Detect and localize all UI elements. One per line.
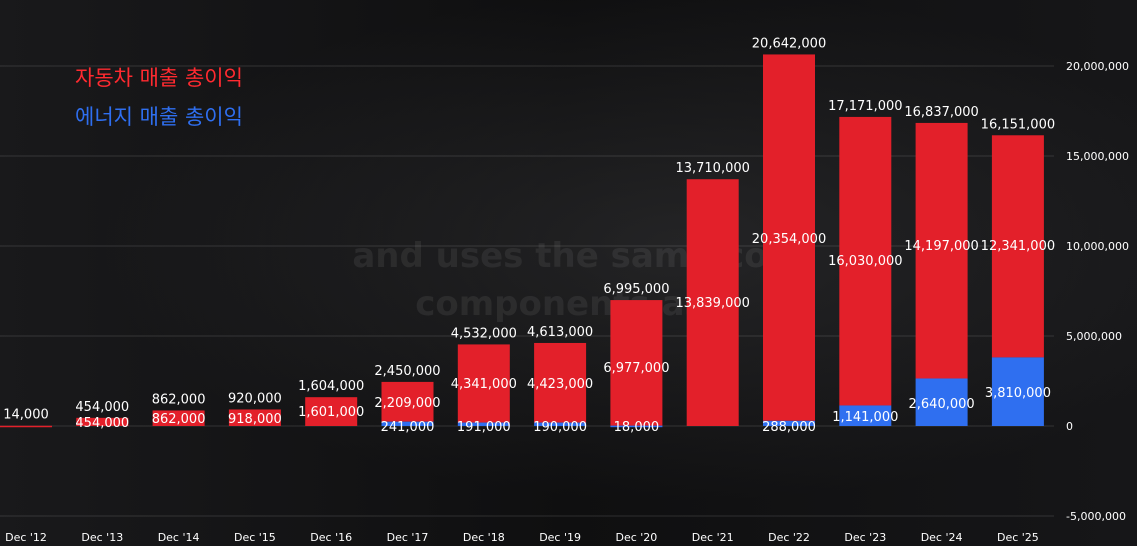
y-axis-tick-labels: -5,000,000 0 5,000,000 10,000,000 15,000,000… bbox=[1066, 60, 1129, 523]
bar-energy bbox=[763, 420, 815, 426]
label-energy: 1,141,000 bbox=[832, 410, 898, 425]
x-tick-label: Dec '15 bbox=[234, 531, 276, 544]
bar-automotive bbox=[76, 417, 129, 426]
total-labels: 14,000 454,000 862,000 920,000 1,604,000 2,45… bbox=[3, 36, 1055, 422]
x-tick-label: Dec '25 bbox=[997, 531, 1039, 544]
label-automotive: 2,209,000 bbox=[374, 396, 440, 411]
label-energy: 18,000 bbox=[614, 420, 660, 435]
x-tick-label: Dec '18 bbox=[463, 531, 505, 544]
label-automotive: 13,839,000 bbox=[675, 296, 749, 311]
label-energy: 190,000 bbox=[533, 420, 587, 435]
label-automotive: 918,000 bbox=[228, 412, 282, 427]
x-tick-label: Dec '21 bbox=[692, 531, 734, 544]
x-tick-label: Dec '14 bbox=[158, 531, 200, 544]
bar-energy bbox=[534, 422, 587, 426]
x-tick-label: Dec '19 bbox=[539, 531, 581, 544]
label-energy: 191,000 bbox=[457, 420, 511, 435]
label-total: 2,450,000 bbox=[374, 364, 440, 379]
label-automotive: 6,977,000 bbox=[603, 361, 669, 376]
bar-automotive bbox=[915, 122, 968, 379]
label-automotive: 1,601,000 bbox=[298, 405, 364, 420]
bar-energy bbox=[915, 378, 968, 426]
bar-automotive bbox=[152, 410, 205, 426]
label-energy: 2,640,000 bbox=[909, 397, 975, 412]
bar-automotive bbox=[534, 342, 587, 423]
label-total: 1,604,000 bbox=[298, 379, 364, 394]
label-total: 6,995,000 bbox=[603, 282, 669, 297]
label-automotive: 14,197,000 bbox=[904, 239, 978, 254]
label-total: 16,151,000 bbox=[981, 117, 1055, 132]
label-total: 17,171,000 bbox=[828, 99, 902, 114]
label-automotive: 4,423,000 bbox=[527, 377, 593, 392]
y-tick-label: 10,000,000 bbox=[1066, 240, 1129, 253]
label-automotive: 12,341,000 bbox=[981, 239, 1055, 254]
y-tick-label: 0 bbox=[1066, 420, 1073, 433]
bar-energy bbox=[610, 425, 663, 428]
label-energy: 3,810,000 bbox=[985, 386, 1051, 401]
bar-automotive bbox=[381, 381, 434, 422]
label-automotive: 862,000 bbox=[152, 412, 206, 427]
label-energy: 288,000 bbox=[762, 420, 816, 435]
y-tick-label: 20,000,000 bbox=[1066, 60, 1129, 73]
bar-automotive bbox=[763, 54, 815, 421]
bar-automotive bbox=[228, 409, 281, 426]
bar-energy bbox=[381, 421, 434, 426]
bar-automotive bbox=[839, 116, 892, 406]
bar-automotive bbox=[686, 179, 739, 426]
label-total: 4,613,000 bbox=[527, 325, 593, 340]
x-axis-tick-labels: Dec '12 Dec '13 Dec '14 Dec '15 Dec '16 Dec '… bbox=[5, 531, 1039, 544]
label-automotive: 4,341,000 bbox=[451, 377, 517, 392]
bar-automotive bbox=[0, 425, 52, 428]
bar-automotive bbox=[305, 397, 358, 426]
label-total: 13,710,000 bbox=[675, 161, 749, 176]
label-total: 16,837,000 bbox=[904, 105, 978, 120]
x-tick-label: Dec '17 bbox=[387, 531, 429, 544]
bar-automotive bbox=[991, 135, 1044, 358]
label-automotive: 20,354,000 bbox=[752, 232, 826, 247]
legend-automotive: 자동차 매출 총이익 bbox=[75, 66, 243, 90]
bar-energy bbox=[457, 422, 510, 426]
label-automotive: 16,030,000 bbox=[828, 254, 902, 269]
label-total: 862,000 bbox=[152, 392, 206, 407]
bar-automotive bbox=[610, 300, 663, 426]
label-total: 20,642,000 bbox=[752, 36, 826, 51]
label-total: 454,000 bbox=[75, 400, 129, 415]
label-automotive: 454,000 bbox=[75, 416, 129, 431]
bar-energy bbox=[991, 357, 1044, 426]
x-tick-label: Dec '12 bbox=[5, 531, 47, 544]
legend-energy: 에너지 매출 총이익 bbox=[75, 105, 243, 129]
x-tick-label: Dec '13 bbox=[81, 531, 123, 544]
label-total: 920,000 bbox=[228, 391, 282, 406]
grid-lines bbox=[0, 65, 1054, 517]
bar-automotive bbox=[457, 344, 510, 423]
x-tick-label: Dec '20 bbox=[615, 531, 657, 544]
x-tick-label: Dec '24 bbox=[921, 531, 963, 544]
bars bbox=[0, 54, 1044, 428]
y-tick-label: 15,000,000 bbox=[1066, 150, 1129, 163]
label-total: 14,000 bbox=[3, 408, 49, 423]
x-tick-label: Dec '22 bbox=[768, 531, 810, 544]
x-tick-label: Dec '16 bbox=[310, 531, 352, 544]
label-total: 4,532,000 bbox=[451, 326, 517, 341]
x-tick-label: Dec '23 bbox=[844, 531, 886, 544]
bar-energy bbox=[839, 405, 892, 426]
y-tick-label: -5,000,000 bbox=[1066, 510, 1126, 523]
segment-labels: 454,000 862,000 918,000 1,601,000 2,209,000 2… bbox=[75, 232, 1055, 435]
y-tick-label: 5,000,000 bbox=[1066, 330, 1122, 343]
label-energy: 241,000 bbox=[381, 420, 435, 435]
